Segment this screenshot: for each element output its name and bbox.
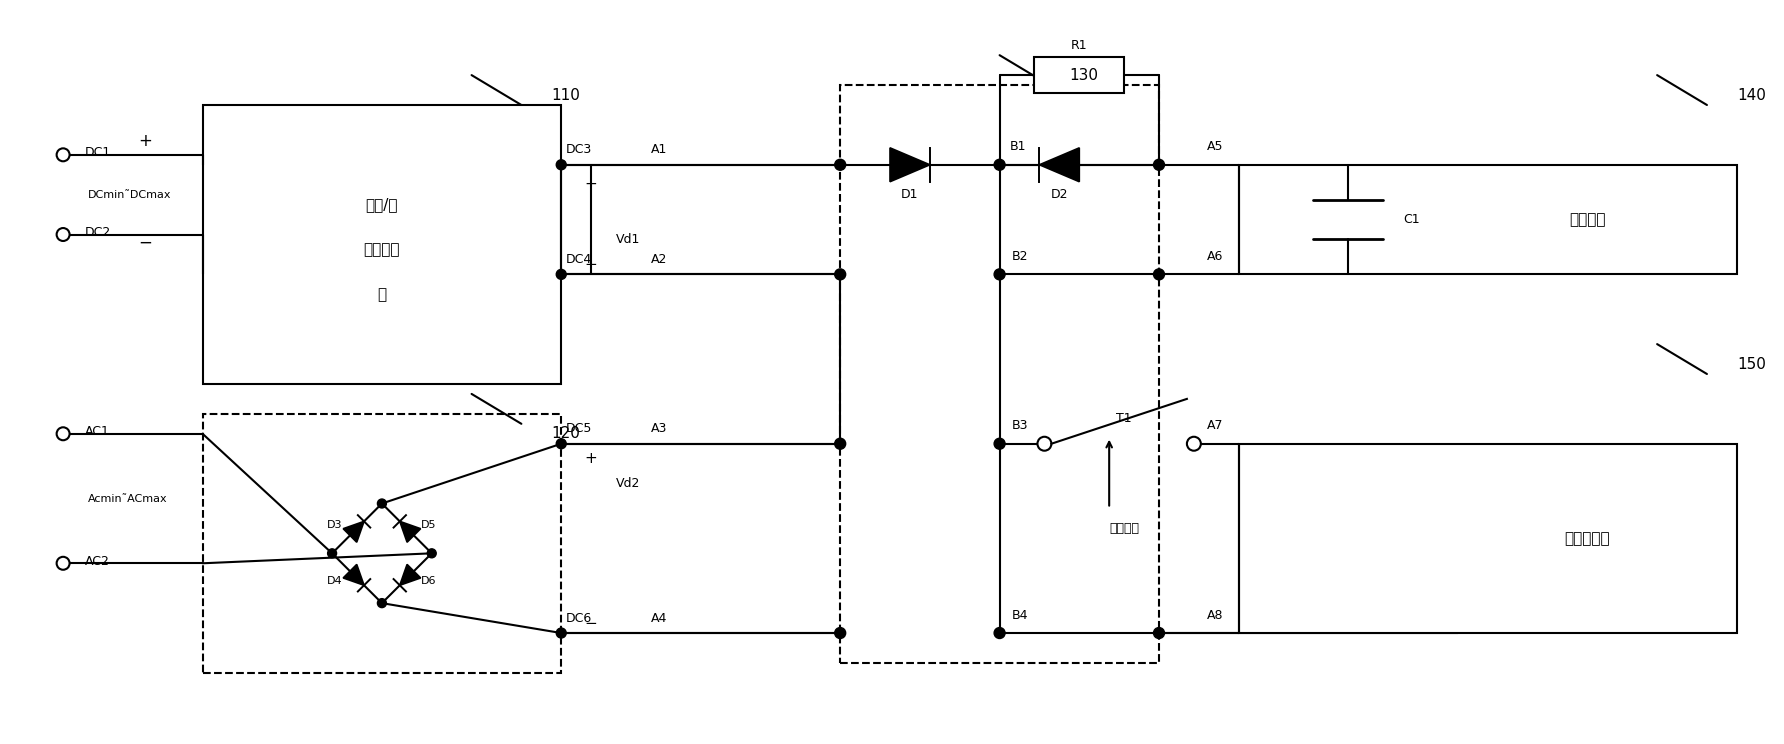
Text: DCmin˜DCmax: DCmin˜DCmax [87,190,171,199]
Text: B4: B4 [1012,609,1028,621]
Text: A6: A6 [1208,250,1224,263]
Circle shape [835,159,846,170]
Text: 130: 130 [1069,68,1099,83]
Text: 110: 110 [551,88,580,103]
Circle shape [1154,269,1165,280]
Text: 储能单元: 储能单元 [1570,212,1606,227]
Text: −: − [137,234,152,251]
Text: A8: A8 [1208,609,1224,621]
Circle shape [557,160,566,170]
Text: D2: D2 [1051,188,1069,201]
Text: 直流/直: 直流/直 [366,197,398,212]
Circle shape [1154,627,1165,638]
Text: D5: D5 [421,520,437,530]
Text: A5: A5 [1208,141,1224,153]
Text: DC4: DC4 [566,253,592,266]
Text: DC1: DC1 [86,147,111,159]
Text: AC1: AC1 [86,426,111,438]
Circle shape [328,549,337,558]
Polygon shape [1040,148,1079,182]
Text: D4: D4 [326,576,343,586]
Text: DC6: DC6 [566,612,592,624]
Bar [1035,57,1124,93]
Circle shape [557,269,566,279]
Text: 150: 150 [1738,356,1766,371]
Text: Vd1: Vd1 [615,233,640,246]
Bar [203,105,562,384]
Text: 元: 元 [378,286,387,302]
Circle shape [835,269,846,280]
Circle shape [557,628,566,638]
Text: T1: T1 [1117,412,1131,426]
Text: 流转换单: 流转换单 [364,242,400,257]
Text: AC2: AC2 [86,555,111,568]
Polygon shape [400,565,421,586]
Circle shape [994,159,1004,170]
Text: R1: R1 [1070,39,1088,52]
Text: A4: A4 [651,612,667,624]
Text: +: + [137,132,152,150]
Text: DC3: DC3 [566,144,592,156]
Circle shape [378,499,387,508]
Circle shape [994,269,1004,280]
Circle shape [557,439,566,449]
Text: D3: D3 [326,520,343,530]
Text: −: − [585,257,598,272]
Text: 接触器线包: 接触器线包 [1565,531,1611,546]
Text: C1: C1 [1402,213,1420,226]
Bar [1238,164,1738,275]
Polygon shape [400,522,421,542]
Text: D1: D1 [901,188,919,201]
Circle shape [835,438,846,449]
Text: −: − [585,615,598,631]
Text: 140: 140 [1738,88,1766,103]
Text: A2: A2 [651,253,667,266]
Text: B2: B2 [1012,250,1028,263]
Circle shape [994,627,1004,638]
Text: D6: D6 [421,576,437,586]
Text: A3: A3 [651,423,667,435]
Text: +: + [585,177,598,192]
Circle shape [994,438,1004,449]
Circle shape [835,627,846,638]
Text: Acmin˜ACmax: Acmin˜ACmax [87,493,168,504]
Text: Vd2: Vd2 [615,477,640,490]
Text: DC5: DC5 [566,423,592,435]
Bar [840,85,1160,663]
Text: DC2: DC2 [86,226,111,239]
Text: B3: B3 [1012,420,1028,432]
Circle shape [1154,159,1165,170]
Bar [1238,443,1738,633]
Bar [203,414,562,673]
Polygon shape [890,148,929,182]
Circle shape [378,599,387,608]
Text: A7: A7 [1208,420,1224,432]
Text: B1: B1 [1010,141,1026,153]
Text: A1: A1 [651,144,667,156]
Text: +: + [585,451,598,466]
Text: 120: 120 [551,426,580,441]
Polygon shape [343,565,364,586]
Polygon shape [343,522,364,542]
Text: 控制信号: 控制信号 [1110,522,1140,535]
Circle shape [426,549,437,558]
